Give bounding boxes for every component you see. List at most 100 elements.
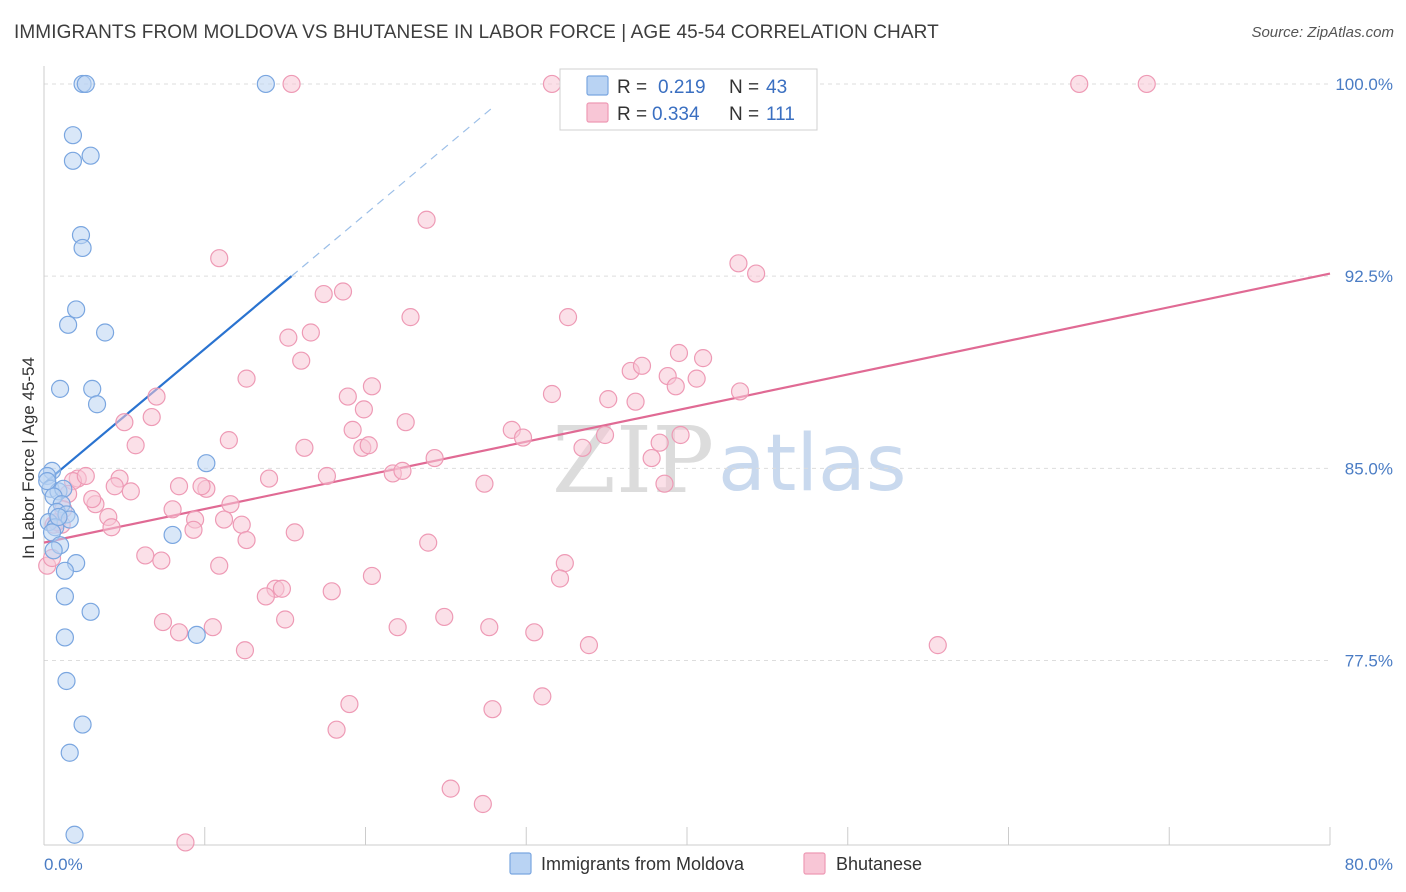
- point-bhutanese: [219, 431, 238, 450]
- point-bhutanese: [425, 448, 444, 468]
- point-bhutanese: [687, 369, 706, 388]
- legend-r-value-moldova: 0.219: [658, 77, 706, 98]
- point-bhutanese: [928, 636, 947, 655]
- point-bhutanese: [210, 556, 229, 575]
- point-moldova: [81, 146, 100, 165]
- point-bhutanese: [259, 469, 279, 488]
- legend-r-label-bhutanese: R =: [617, 104, 647, 125]
- gridlines: [44, 83, 1330, 661]
- point-bhutanese: [102, 518, 121, 537]
- point-bhutanese: [626, 392, 645, 411]
- point-bhutanese: [730, 382, 750, 401]
- bottom-legend-label-moldova: Immigrants from Moldova: [541, 854, 745, 874]
- point-moldova: [55, 587, 74, 606]
- point-bhutanese: [417, 210, 436, 229]
- point-bhutanese: [322, 582, 341, 601]
- bottom-legend-swatch-moldova: [509, 852, 532, 875]
- point-moldova: [95, 323, 115, 342]
- point-bhutanese: [147, 387, 166, 406]
- axes: 77.5% 85.0% 92.5% 100.0% 0.0% 80.0%: [43, 66, 1393, 874]
- point-bhutanese: [169, 477, 189, 496]
- point-bhutanese: [285, 523, 304, 542]
- point-moldova: [60, 743, 79, 762]
- x-tick-label: 0.0%: [44, 855, 83, 874]
- point-bhutanese: [153, 612, 173, 632]
- y-tick-label: 100.0%: [1335, 75, 1393, 94]
- point-moldova: [73, 238, 92, 258]
- point-moldova: [57, 671, 76, 691]
- point-moldova: [50, 379, 70, 398]
- point-bhutanese: [163, 500, 182, 519]
- point-bhutanese: [237, 530, 256, 550]
- point-moldova: [256, 74, 275, 94]
- point-bhutanese: [272, 579, 292, 598]
- point-bhutanese: [542, 384, 562, 404]
- point-bhutanese: [729, 254, 748, 273]
- point-bhutanese: [279, 328, 298, 347]
- point-bhutanese: [121, 482, 140, 501]
- point-moldova: [197, 454, 216, 473]
- point-bhutanese: [441, 779, 460, 798]
- point-moldova: [49, 507, 68, 527]
- point-bhutanese: [525, 623, 544, 642]
- chart-title: IMMIGRANTS FROM MOLDOVA VS BHUTANESE IN …: [14, 22, 939, 43]
- point-bhutanese: [126, 436, 145, 455]
- point-bhutanese: [210, 249, 229, 268]
- point-bhutanese: [435, 607, 454, 627]
- point-bhutanese: [152, 551, 171, 570]
- point-bhutanese: [513, 428, 533, 447]
- point-bhutanese: [232, 515, 251, 534]
- point-bhutanese: [142, 407, 161, 427]
- point-bhutanese: [343, 420, 362, 439]
- point-moldova: [44, 541, 63, 560]
- point-moldova: [63, 126, 83, 145]
- watermark-zip: ZIP: [552, 407, 714, 514]
- point-bhutanese: [747, 264, 766, 283]
- point-bhutanese: [579, 636, 599, 655]
- legend-swatch-bhutanese: [586, 102, 609, 123]
- bottom-legend-swatch-bhutanese: [803, 852, 826, 875]
- point-bhutanese: [362, 566, 382, 586]
- point-bhutanese: [276, 610, 295, 629]
- point-bhutanese: [301, 323, 320, 342]
- point-moldova: [163, 525, 182, 545]
- point-bhutanese: [192, 477, 211, 496]
- y-tick-label: 92.5%: [1345, 267, 1393, 286]
- trend-lines: [43, 105, 1331, 544]
- point-bhutanese: [136, 546, 155, 565]
- point-bhutanese: [317, 466, 337, 486]
- point-bhutanese: [632, 356, 652, 375]
- point-bhutanese: [292, 351, 311, 370]
- point-bhutanese: [115, 413, 134, 432]
- point-bhutanese: [533, 687, 552, 706]
- point-bhutanese: [105, 477, 124, 496]
- point-bhutanese: [169, 623, 189, 642]
- point-moldova: [55, 628, 74, 647]
- stats-legend: R = 0.219 N = 43 R = 0.334 N = 111: [559, 68, 818, 131]
- point-bhutanese: [419, 533, 438, 552]
- point-bhutanese: [555, 554, 574, 573]
- point-bhutanese: [362, 377, 382, 396]
- point-bhutanese: [573, 438, 592, 457]
- point-bhutanese: [338, 387, 357, 406]
- point-moldova: [67, 300, 86, 319]
- point-bhutanese: [693, 349, 713, 368]
- point-bhutanese: [203, 618, 222, 637]
- point-bhutanese: [314, 284, 333, 304]
- point-bhutanese: [221, 495, 240, 514]
- point-moldova: [59, 315, 78, 334]
- point-bhutanese: [558, 308, 578, 327]
- point-moldova: [63, 151, 83, 170]
- data-points: [38, 74, 1156, 852]
- point-bhutanese: [76, 466, 95, 486]
- y-axis-title: In Labor Force | Age 45-54: [19, 357, 38, 559]
- y-tick-label: 85.0%: [1345, 459, 1393, 478]
- point-bhutanese: [1070, 74, 1089, 94]
- point-bhutanese: [237, 369, 256, 388]
- legend-r-value-bhutanese: 0.334: [652, 104, 700, 125]
- point-moldova: [42, 523, 62, 542]
- point-bhutanese: [473, 794, 492, 814]
- point-bhutanese: [480, 618, 499, 637]
- point-bhutanese: [354, 400, 373, 419]
